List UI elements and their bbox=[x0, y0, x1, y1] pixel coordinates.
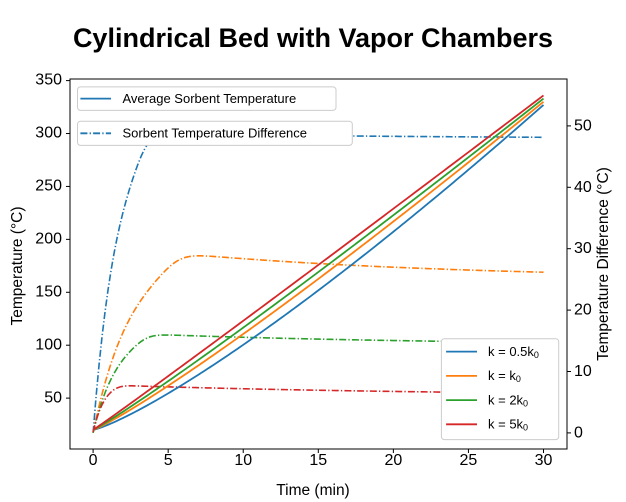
svg-text:0: 0 bbox=[574, 424, 583, 441]
svg-text:15: 15 bbox=[309, 452, 327, 469]
svg-text:Cylindrical Bed with Vapor Cha: Cylindrical Bed with Vapor Chambers bbox=[73, 23, 553, 53]
svg-text:10: 10 bbox=[574, 363, 592, 380]
svg-text:300: 300 bbox=[35, 125, 62, 142]
svg-text:350: 350 bbox=[35, 72, 62, 89]
svg-text:10: 10 bbox=[234, 452, 252, 469]
svg-text:200: 200 bbox=[35, 231, 62, 248]
svg-text:50: 50 bbox=[574, 117, 592, 134]
svg-text:Temperature Difference (°C): Temperature Difference (°C) bbox=[595, 167, 612, 361]
svg-text:50: 50 bbox=[44, 390, 62, 407]
svg-text:k = 5k0: k = 5k0 bbox=[488, 417, 528, 433]
svg-text:250: 250 bbox=[35, 178, 62, 195]
svg-text:25: 25 bbox=[460, 452, 478, 469]
svg-text:150: 150 bbox=[35, 284, 62, 301]
svg-text:Temperature (°C): Temperature (°C) bbox=[9, 206, 26, 325]
svg-text:5: 5 bbox=[164, 452, 173, 469]
svg-text:Sorbent Temperature Difference: Sorbent Temperature Difference bbox=[123, 126, 308, 141]
svg-text:100: 100 bbox=[35, 337, 62, 354]
svg-text:Time (min): Time (min) bbox=[276, 482, 349, 499]
svg-text:30: 30 bbox=[535, 452, 553, 469]
svg-text:20: 20 bbox=[384, 452, 402, 469]
svg-text:Average Sorbent Temperature: Average Sorbent Temperature bbox=[123, 91, 297, 106]
svg-text:20: 20 bbox=[574, 302, 592, 319]
svg-text:30: 30 bbox=[574, 240, 592, 257]
svg-text:40: 40 bbox=[574, 179, 592, 196]
svg-text:0: 0 bbox=[89, 452, 98, 469]
svg-text:k = 2k0: k = 2k0 bbox=[488, 392, 528, 408]
svg-text:k = 0.5k0: k = 0.5k0 bbox=[488, 344, 539, 360]
